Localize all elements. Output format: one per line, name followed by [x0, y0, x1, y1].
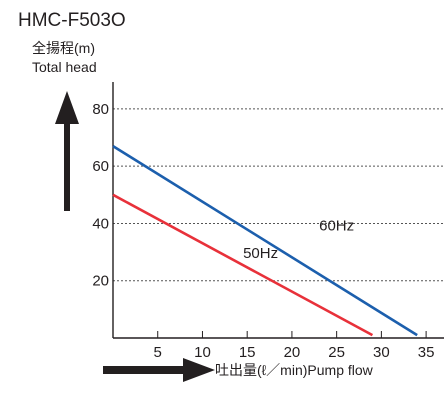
- y-tick-label-60: 60: [92, 158, 109, 175]
- y-tick-label-80: 80: [92, 101, 109, 118]
- y-axis-label-en: Total head: [32, 59, 97, 75]
- x-axis-label: 吐出量(ℓ／min)Pump flow: [215, 362, 374, 378]
- y-tick-label-20: 20: [92, 273, 109, 290]
- x-tick-label-10: 10: [194, 344, 211, 361]
- x-tick-label-35: 35: [418, 344, 435, 361]
- x-tick-label-30: 30: [373, 344, 390, 361]
- x-tick-label-25: 25: [328, 344, 345, 361]
- x-tick-label-20: 20: [284, 344, 301, 361]
- x-axis-arrow: [103, 358, 215, 382]
- series-label-60Hz: 60Hz: [319, 218, 354, 235]
- x-tick-label-15: 15: [239, 344, 256, 361]
- y-axis-label-jp: 全揚程(m): [32, 40, 95, 56]
- series-line-50Hz: [112, 193, 374, 337]
- x-tick-label-5: 5: [154, 344, 162, 361]
- series-label-50Hz: 50Hz: [243, 245, 278, 262]
- chart-title: HMC-F503O: [18, 10, 126, 31]
- y-tick-label-40: 40: [92, 215, 109, 232]
- y-axis-arrow: [55, 91, 79, 211]
- series-line-60Hz: [112, 145, 418, 337]
